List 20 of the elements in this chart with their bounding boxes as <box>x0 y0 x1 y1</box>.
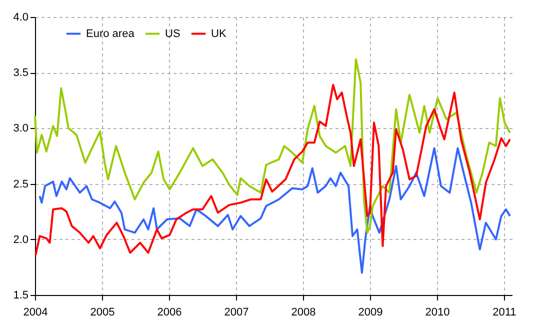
y-tick-label: 2.5 <box>13 178 28 190</box>
x-tick-label: 2007 <box>224 306 249 318</box>
x-tick-label: 2004 <box>23 306 48 318</box>
y-tick-label: 1.5 <box>13 290 28 302</box>
y-tick-label: 2.0 <box>13 234 28 246</box>
x-tick-label: 2005 <box>90 306 115 318</box>
line-series <box>38 147 511 274</box>
y-tick-label: 3.0 <box>13 122 28 135</box>
line-series <box>34 58 511 234</box>
x-tick-label: 2011 <box>492 306 516 318</box>
x-tick-label: 2010 <box>425 306 450 318</box>
legend-label: US <box>165 28 180 40</box>
legend-label: Euro area <box>86 28 136 40</box>
x-tick-label: 2009 <box>358 306 383 318</box>
x-tick-label: 2008 <box>291 306 316 318</box>
legend-label: UK <box>211 28 227 40</box>
y-tick-label: 3.5 <box>13 67 28 80</box>
y-tick-label: 4.0 <box>13 12 28 24</box>
x-tick-label: 2006 <box>157 306 182 318</box>
line-series <box>34 84 511 256</box>
